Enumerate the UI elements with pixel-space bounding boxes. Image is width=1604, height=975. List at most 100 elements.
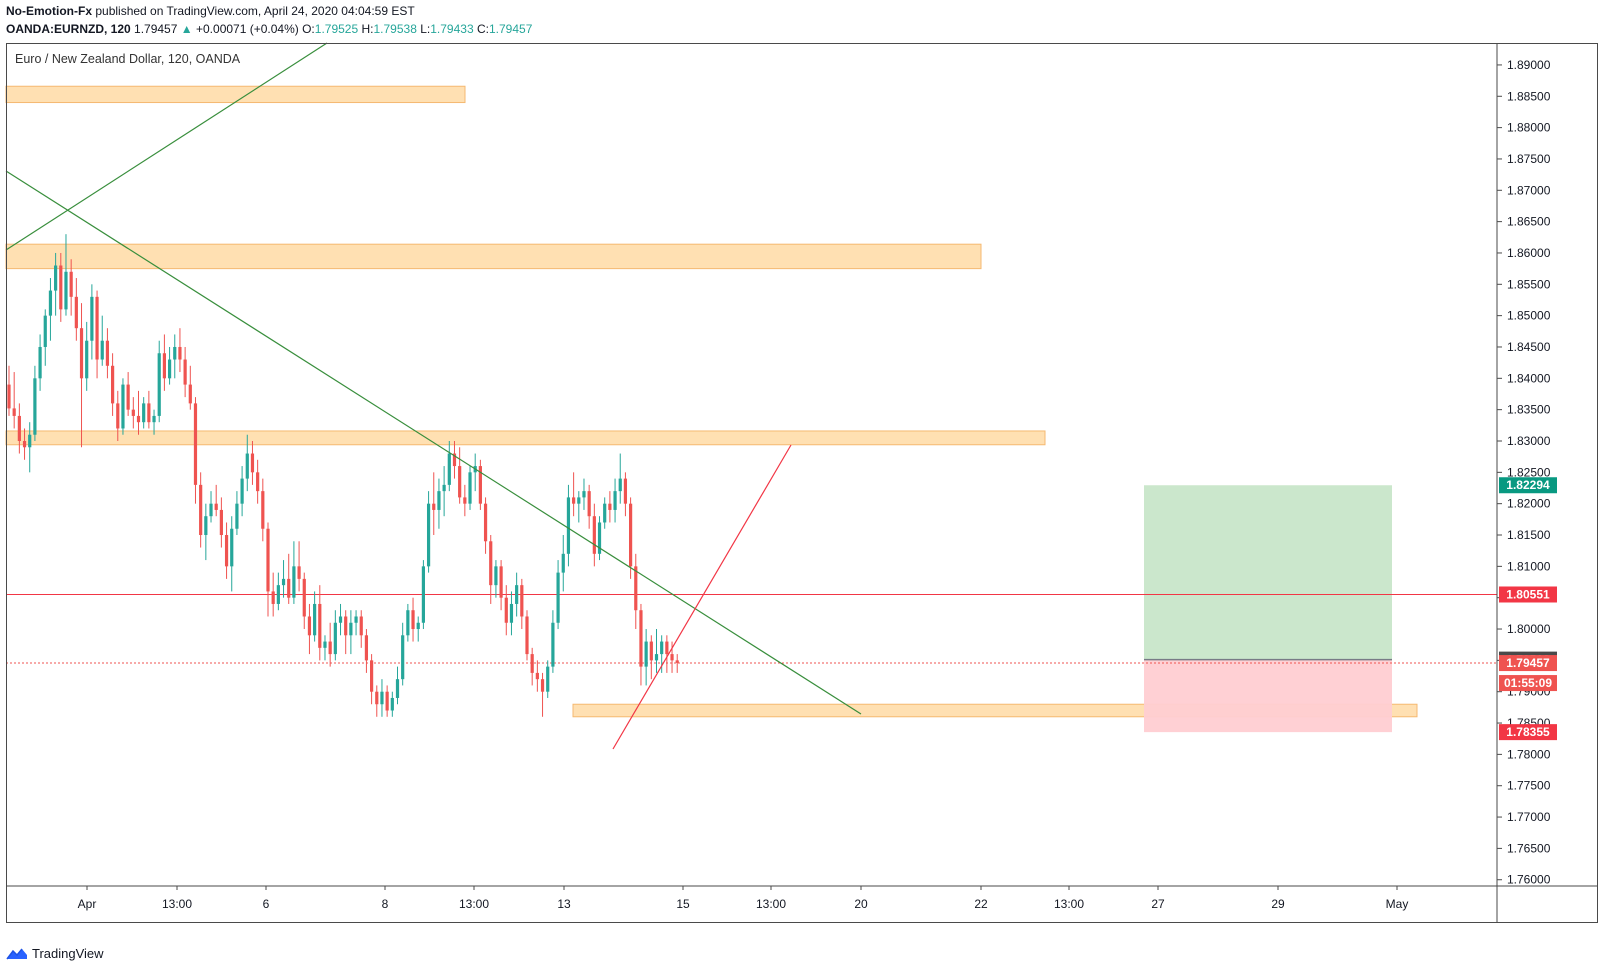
trend-line-falling [5, 170, 862, 715]
candle [463, 484, 467, 517]
candle-body [458, 466, 462, 498]
candle [33, 365, 37, 441]
candle [313, 591, 317, 642]
open-value: 1.79525 [314, 22, 359, 36]
trend-line-red [612, 444, 792, 750]
candle-body [142, 403, 146, 423]
candle [478, 459, 482, 510]
x-tick-label: 29 [1271, 897, 1285, 911]
candle-body [111, 365, 115, 404]
candle-body [240, 478, 244, 504]
candle-body [131, 409, 135, 416]
candle [561, 535, 565, 592]
x-tick-label: 13:00 [1054, 897, 1084, 911]
candle [240, 466, 244, 517]
candle [338, 603, 343, 636]
candle-body [349, 622, 353, 636]
candle [535, 660, 539, 692]
candle [608, 491, 612, 523]
y-tick-label: 1.76500 [1507, 841, 1551, 855]
candle-body [318, 603, 322, 648]
candle-body [385, 691, 389, 711]
candle [256, 459, 260, 504]
candle-body [421, 566, 425, 623]
candle-body [224, 535, 229, 567]
candle-body [426, 503, 431, 567]
candle [126, 372, 130, 416]
candle-body [634, 566, 638, 611]
candle-body [297, 566, 301, 579]
published-text: published on TradingView.com, April 24, … [95, 4, 415, 18]
x-tick-label: 27 [1151, 897, 1165, 911]
candle [452, 440, 457, 479]
candle-body [276, 585, 280, 604]
candle [644, 629, 648, 686]
candle [74, 278, 78, 341]
plot-area [6, 43, 1497, 886]
candle [136, 390, 141, 435]
candle-body [178, 346, 182, 360]
candle-body [214, 503, 218, 510]
candle-body [12, 408, 16, 416]
price-label-text: 1.79457 [1506, 656, 1550, 670]
candle [131, 397, 135, 429]
candle [458, 447, 462, 504]
chart-frame [6, 43, 1598, 923]
candle-body [551, 622, 555, 667]
candle [401, 622, 405, 686]
candle-body [603, 503, 607, 523]
candle [188, 365, 192, 410]
candle-body [364, 635, 369, 661]
candle-body [535, 672, 539, 680]
candle [183, 346, 187, 398]
candle-body [675, 660, 679, 663]
candle [287, 553, 291, 604]
candle-body [597, 522, 602, 554]
candle [380, 679, 384, 717]
y-tick-label: 1.85500 [1507, 277, 1551, 291]
price-label-text: 1.82294 [1506, 478, 1550, 492]
candle-body [406, 610, 410, 636]
candle-body [147, 403, 151, 423]
candle [556, 560, 560, 630]
y-tick-label: 1.81000 [1507, 559, 1551, 573]
candle-body [64, 271, 68, 310]
x-tick-label: 13:00 [162, 897, 192, 911]
candle [587, 484, 591, 529]
candle [577, 491, 581, 523]
candle [649, 635, 653, 680]
y-tick-label: 1.88000 [1507, 121, 1551, 135]
candle [28, 422, 32, 473]
candle-body [54, 265, 58, 291]
candle [307, 603, 312, 655]
footer-brand[interactable]: TradingView [6, 946, 104, 961]
candle-body [546, 666, 550, 692]
candle [375, 685, 379, 717]
low-label: L: [420, 22, 431, 36]
price-label-bg [1499, 724, 1557, 741]
candle-body [199, 484, 203, 536]
candle [597, 516, 602, 561]
candle-body [100, 340, 104, 360]
candle [281, 560, 286, 598]
candle [22, 428, 27, 460]
publisher-name[interactable]: No-Emotion-Fx [6, 4, 92, 18]
price-label-text: 1.80551 [1506, 587, 1550, 601]
candle-body [256, 472, 260, 492]
candle-body [126, 384, 130, 410]
candle [437, 478, 441, 529]
candle-body [69, 271, 73, 297]
y-tick-label: 1.85000 [1507, 309, 1551, 323]
candle [266, 522, 270, 617]
trend-line-rising [5, 42, 328, 251]
candle-body [489, 541, 493, 586]
x-tick-label: 13:00 [459, 897, 489, 911]
candle-body [344, 616, 348, 636]
candle-body [17, 415, 21, 441]
candle [224, 522, 229, 579]
candle [468, 466, 472, 510]
candle-body [313, 603, 317, 636]
candle-body [540, 679, 545, 692]
candle [199, 472, 203, 548]
